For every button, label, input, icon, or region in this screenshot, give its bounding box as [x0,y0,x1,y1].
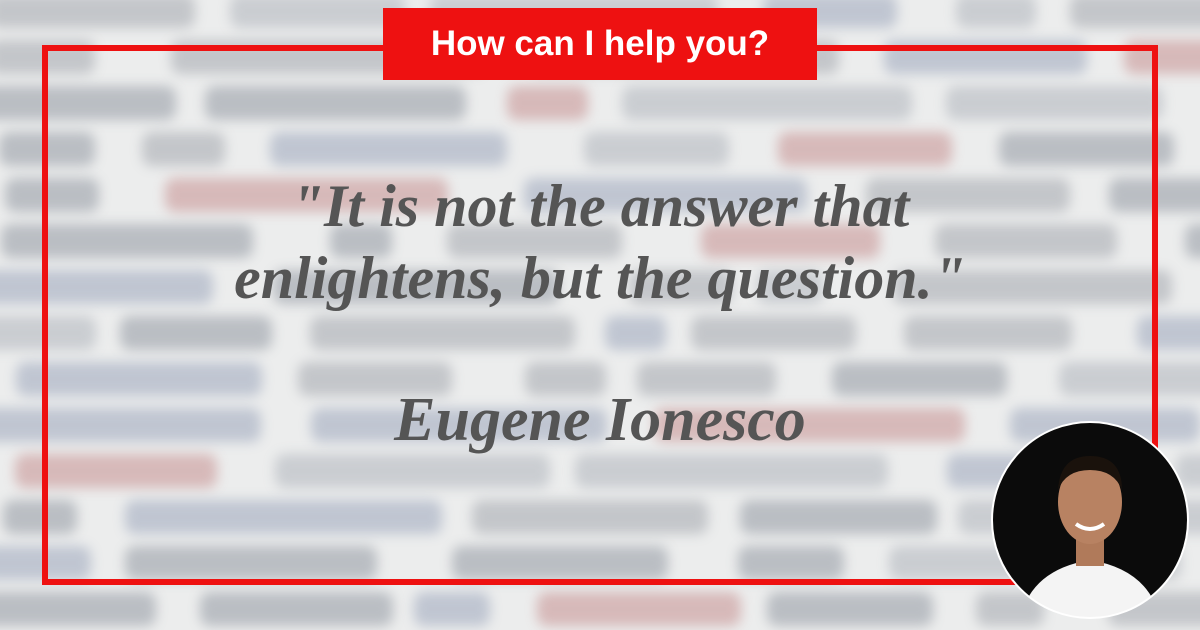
background-blur [892,270,1172,304]
background-blur [471,500,708,534]
background-blur [537,592,742,626]
background-blur [0,86,177,120]
background-blur [269,132,507,166]
background-blur [164,178,449,212]
background-blur [605,316,666,350]
background-blur [451,546,668,580]
background-blur [141,132,225,166]
background-blur [637,362,777,396]
background-blur [507,86,589,120]
background-blur [628,270,733,304]
quote-author: Eugene Ionesco [394,386,806,454]
header-label: How can I help you? [383,8,817,80]
quote-line: enlightens, but the question." [234,245,966,311]
background-blur [654,408,966,442]
background-blur [14,454,217,488]
background-blur [737,546,844,580]
background-blur [274,454,551,488]
background-blur [199,592,393,626]
background-blur [622,86,913,120]
background-blur [832,362,1007,396]
background-blur [119,316,273,350]
background-blur [1137,316,1200,350]
background-blur [0,592,156,626]
background-blur [15,362,263,396]
background-blur [1059,362,1200,396]
background-blur [309,316,576,350]
background-blur [1184,224,1200,258]
background-blur [447,224,622,258]
background-blur [701,224,880,258]
background-blur [999,132,1174,166]
background-blur [904,316,1073,350]
background-blur [574,454,888,488]
background-blur [778,132,953,166]
background-blur [124,500,443,534]
background-blur [946,86,1164,120]
background-blur [4,178,99,212]
background-blur [0,270,214,304]
background-blur [865,178,1070,212]
background-blur [205,86,467,120]
background-blur [310,408,607,442]
background-blur [757,270,823,304]
background-blur [0,0,196,28]
background-blur [935,224,1118,258]
background-blur [272,270,559,304]
background-blur [767,592,933,626]
background-blur [125,546,378,580]
background-blur [739,500,937,534]
background-blur [584,132,729,166]
background-blur [414,592,490,626]
background-blur [690,316,856,350]
background-blur [330,224,393,258]
background-blur [523,178,808,212]
background-blur [524,362,607,396]
background-blur [3,500,77,534]
quote-line: "It is not the answer that [290,173,910,239]
background-blur [1070,0,1200,28]
background-blur [298,362,452,396]
avatar [991,421,1189,619]
background-blur [229,0,406,28]
background-blur [956,0,1037,28]
